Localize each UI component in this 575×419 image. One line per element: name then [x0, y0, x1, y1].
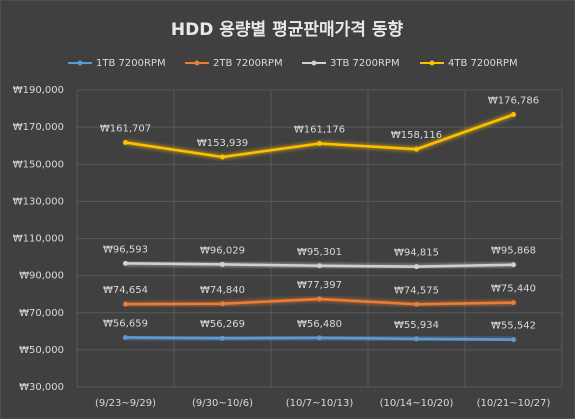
point [414, 301, 419, 307]
data-label: ₩95,868 [491, 246, 536, 257]
legend-label: 2TB 7200RPM [213, 58, 283, 69]
legend-label: 1TB 7200RPM [96, 58, 166, 69]
legend-label: 4TB 7200RPM [448, 58, 518, 69]
data-label: ₩74,654 [103, 285, 148, 296]
y-tick-label: ₩90,000 [19, 271, 64, 282]
point [123, 260, 128, 266]
x-tick-label: (10/21~10/27) [477, 398, 551, 409]
point [511, 300, 516, 306]
x-tick-label: (9/30~10/6) [192, 398, 253, 409]
y-tick-label: ₩150,000 [13, 159, 64, 170]
point [414, 146, 419, 152]
point [317, 335, 322, 341]
point [220, 335, 225, 341]
point [123, 301, 128, 307]
legend-marker [77, 60, 83, 66]
data-label: ₩74,840 [200, 285, 245, 296]
point [220, 301, 225, 307]
data-label: ₩77,397 [297, 280, 342, 291]
point [317, 296, 322, 302]
point [123, 140, 128, 146]
data-label: ₩56,269 [200, 319, 245, 330]
y-tick-label: ₩190,000 [13, 85, 64, 96]
x-tick-label: (10/14~10/20) [380, 398, 454, 409]
point [317, 263, 322, 269]
point [511, 112, 516, 118]
y-tick-label: ₩170,000 [13, 122, 64, 133]
data-label: ₩55,542 [491, 321, 536, 332]
point [220, 154, 225, 160]
data-label: ₩96,593 [103, 244, 148, 255]
data-label: ₩75,440 [491, 284, 536, 295]
legend-label: 3TB 7200RPM [330, 58, 400, 69]
x-tick-label: (9/23~9/29) [95, 398, 156, 409]
point [123, 335, 128, 341]
data-label: ₩56,659 [103, 319, 148, 330]
chart-title: HDD 용량별 평균판매가격 동향 [171, 19, 404, 40]
data-label: ₩56,480 [297, 319, 342, 330]
data-label: ₩94,815 [394, 248, 439, 259]
y-tick-label: ₩110,000 [13, 234, 64, 245]
y-tick-label: ₩130,000 [13, 196, 64, 207]
y-tick-label: ₩70,000 [19, 308, 64, 319]
point [414, 336, 419, 342]
y-tick-label: ₩50,000 [19, 345, 64, 356]
legend-marker [194, 60, 200, 66]
data-label: ₩153,939 [197, 138, 248, 149]
x-tick-label: (10/7~10/13) [286, 398, 354, 409]
data-label: ₩96,029 [200, 245, 245, 256]
data-label: ₩161,176 [294, 125, 345, 136]
data-label: ₩158,116 [391, 130, 442, 141]
data-label: ₩95,301 [297, 247, 342, 258]
y-tick-label: ₩30,000 [19, 382, 64, 393]
point [220, 261, 225, 267]
data-label: ₩161,707 [100, 124, 151, 135]
legend-marker [311, 60, 317, 66]
data-label: ₩55,934 [394, 320, 439, 331]
point [511, 337, 516, 343]
legend-marker [429, 60, 435, 66]
data-label: ₩74,575 [394, 285, 439, 296]
data-label: ₩176,786 [488, 96, 539, 107]
point [511, 262, 516, 268]
point [414, 264, 419, 270]
point [317, 141, 322, 147]
